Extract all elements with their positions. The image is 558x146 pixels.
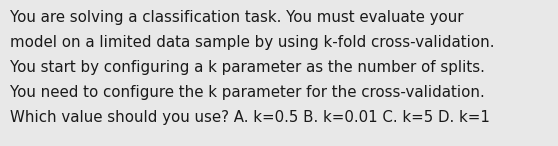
Text: model on a limited data sample by using k-fold cross-validation.: model on a limited data sample by using … xyxy=(10,35,494,50)
Text: You need to configure the k parameter for the cross-validation.: You need to configure the k parameter fo… xyxy=(10,85,485,100)
Text: Which value should you use? A. k=0.5 B. k=0.01 C. k=5 D. k=1: Which value should you use? A. k=0.5 B. … xyxy=(10,110,490,125)
Text: You start by configuring a k parameter as the number of splits.: You start by configuring a k parameter a… xyxy=(10,60,485,75)
Text: You are solving a classification task. You must evaluate your: You are solving a classification task. Y… xyxy=(10,10,464,25)
